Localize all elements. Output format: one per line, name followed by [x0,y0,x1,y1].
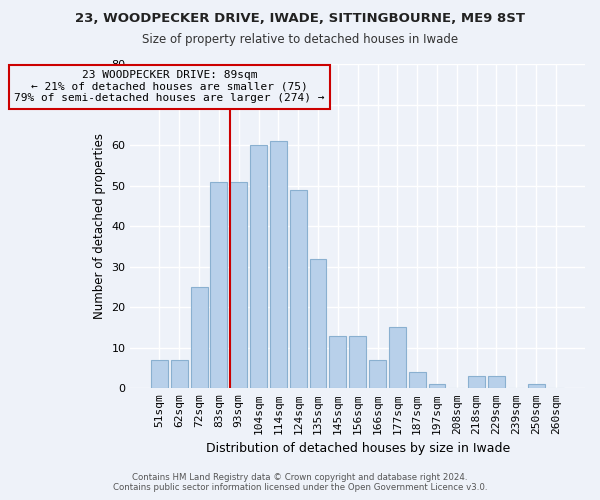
Text: Contains HM Land Registry data © Crown copyright and database right 2024.
Contai: Contains HM Land Registry data © Crown c… [113,473,487,492]
Text: 23, WOODPECKER DRIVE, IWADE, SITTINGBOURNE, ME9 8ST: 23, WOODPECKER DRIVE, IWADE, SITTINGBOUR… [75,12,525,26]
Bar [527,384,545,388]
Bar [389,328,406,388]
Bar [250,145,267,388]
Text: Size of property relative to detached houses in Iwade: Size of property relative to detached ho… [142,32,458,46]
Bar [151,360,168,388]
X-axis label: Distribution of detached houses by size in Iwade: Distribution of detached houses by size … [206,442,510,455]
Bar [329,336,346,388]
Bar [211,182,227,388]
Text: 23 WOODPECKER DRIVE: 89sqm
← 21% of detached houses are smaller (75)
79% of semi: 23 WOODPECKER DRIVE: 89sqm ← 21% of deta… [14,70,325,103]
Bar [428,384,445,388]
Y-axis label: Number of detached properties: Number of detached properties [93,133,106,319]
Bar [290,190,307,388]
Bar [270,141,287,388]
Bar [468,376,485,388]
Bar [310,258,326,388]
Bar [349,336,366,388]
Bar [171,360,188,388]
Bar [488,376,505,388]
Bar [191,287,208,388]
Bar [369,360,386,388]
Bar [409,372,425,388]
Bar [230,182,247,388]
